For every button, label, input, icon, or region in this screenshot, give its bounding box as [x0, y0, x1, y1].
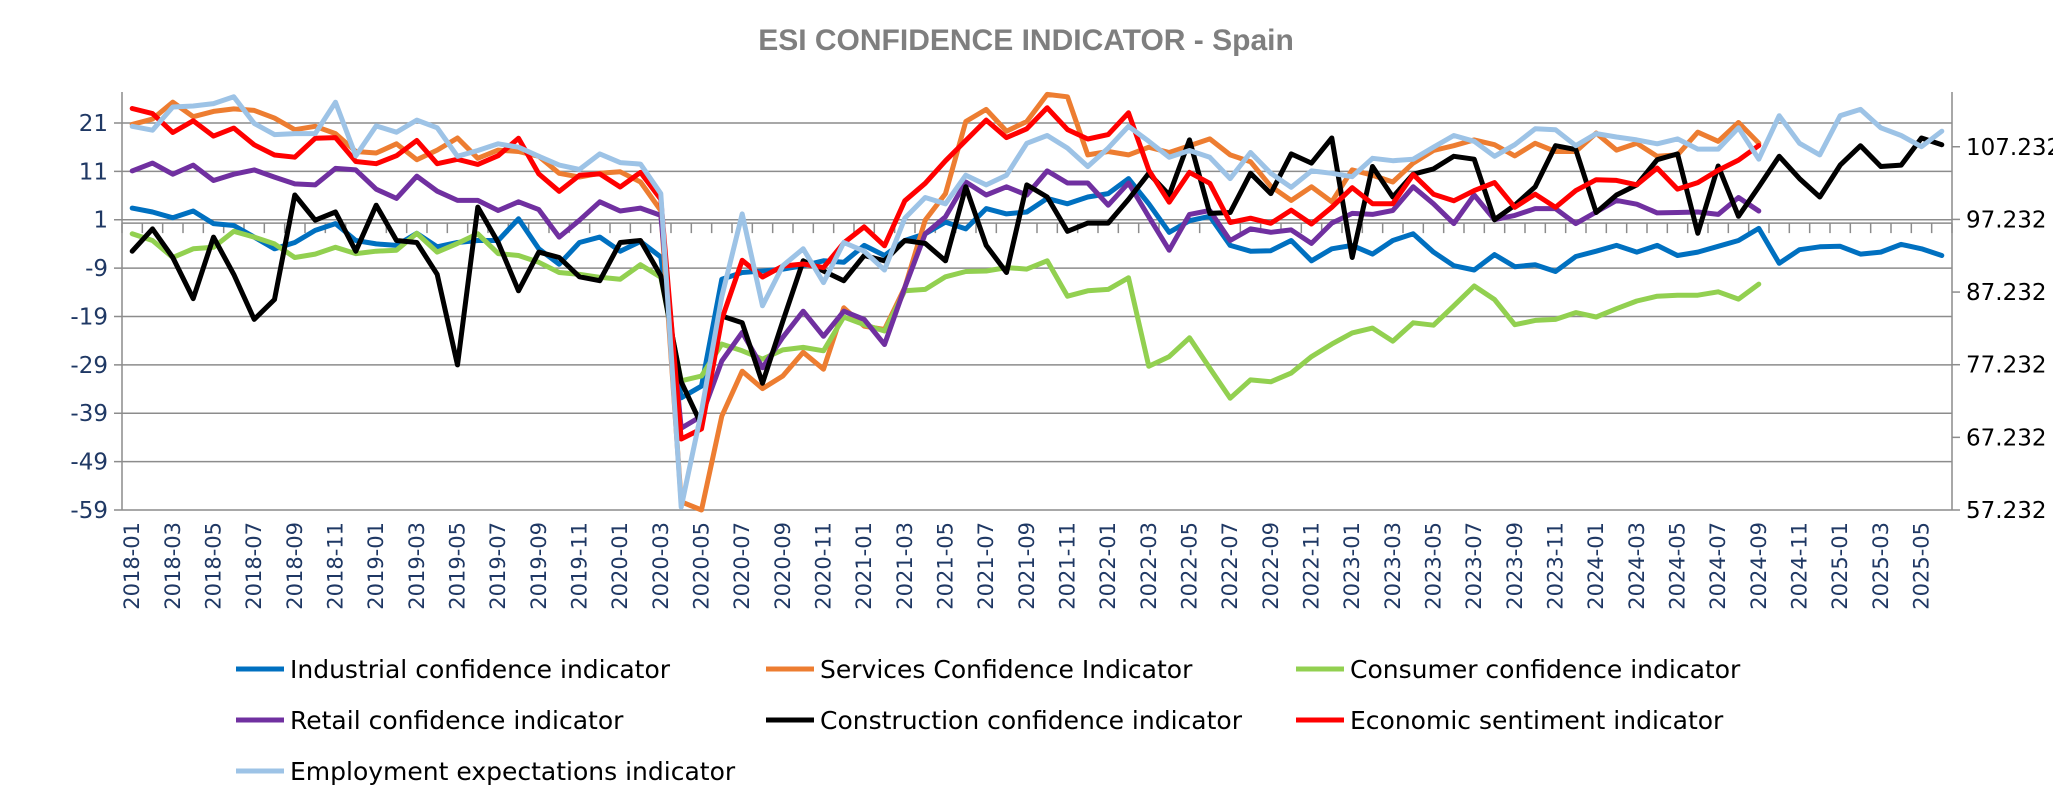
series-line-industrial-confidence-indicator — [129, 176, 1945, 401]
chart-title: ESI CONFIDENCE INDICATOR - Spain — [758, 24, 1294, 57]
x-tick-label: 2022-09 — [1259, 522, 1283, 610]
right-y-tick-label: 107.232 — [1966, 135, 2053, 161]
legend-label: Employment expectations indicator — [290, 757, 736, 786]
x-tick-label: 2022-07 — [1218, 522, 1242, 610]
right-y-tick-label: 67.232 — [1966, 425, 2046, 451]
x-tick-label: 2018-03 — [161, 522, 185, 610]
left-y-tick-label: -29 — [70, 353, 108, 379]
legend-label: Construction confidence indicator — [820, 706, 1243, 735]
x-tick-label: 2019-07 — [486, 522, 510, 610]
x-tick-label: 2018-07 — [242, 522, 266, 610]
x-tick-label: 2024-01 — [1584, 522, 1608, 610]
x-tick-label: 2018-05 — [202, 522, 226, 610]
legend-item-retail-confidence-indicator: Retail confidence indicator — [236, 706, 624, 735]
legend: Industrial confidence indicator Services … — [236, 655, 1741, 786]
x-tick-label: 2024-05 — [1666, 522, 1690, 610]
x-tick-label: 2021-03 — [893, 522, 917, 610]
legend-label: Retail confidence indicator — [290, 706, 624, 735]
x-tick-label: 2019-05 — [446, 522, 470, 610]
x-tick-label: 2024-03 — [1625, 522, 1649, 610]
x-tick-label: 2025-03 — [1869, 522, 1893, 610]
x-tick-label: 2023-05 — [1422, 522, 1446, 610]
x-tick-label: 2023-11 — [1544, 522, 1568, 610]
x-tick-label: 2023-03 — [1381, 522, 1405, 610]
left-y-tick-label: -19 — [70, 304, 108, 330]
x-tick-label: 2024-11 — [1788, 522, 1812, 610]
x-tick-label: 2020-01 — [608, 522, 632, 610]
left-y-tick-label: -9 — [85, 256, 108, 282]
x-tick-label: 2019-03 — [405, 522, 429, 610]
x-tick-label: 2019-01 — [364, 522, 388, 610]
x-tick-label: 2021-01 — [852, 522, 876, 610]
legend-label: Industrial confidence indicator — [290, 655, 671, 684]
x-tick-label: 2019-11 — [568, 522, 592, 610]
series-line-services-confidence-indicator — [129, 91, 1762, 513]
legend-label: Consumer confidence indicator — [1350, 655, 1741, 684]
x-tick-label: 2023-07 — [1462, 522, 1486, 610]
x-tick-label: 2021-09 — [1015, 522, 1039, 610]
x-tick-label: 2025-01 — [1828, 522, 1852, 610]
x-tick-label: 2020-11 — [812, 522, 836, 610]
right-y-tick-label: 87.232 — [1966, 280, 2046, 306]
legend-item-economic-sentiment-indicator: Economic sentiment indicator — [1296, 706, 1724, 735]
x-tick-label: 2018-01 — [120, 522, 144, 610]
legend-label: Economic sentiment indicator — [1350, 706, 1724, 735]
series-line-employment-expectations-indicator — [129, 94, 1945, 510]
x-tick-label: 2021-05 — [934, 522, 958, 610]
x-tick-label: 2022-01 — [1096, 522, 1120, 610]
right-y-tick-label: 77.232 — [1966, 353, 2046, 379]
x-tick-label: 2021-11 — [1056, 522, 1080, 610]
x-tick-label: 2019-09 — [527, 522, 551, 610]
x-tick-label: 2024-07 — [1706, 522, 1730, 610]
x-tick-label: 2018-09 — [283, 522, 307, 610]
right-y-tick-label: 97.232 — [1966, 207, 2046, 233]
left-y-tick-label: 11 — [79, 159, 108, 185]
legend-item-industrial-confidence-indicator: Industrial confidence indicator — [236, 655, 671, 684]
x-tick-label: 2020-07 — [730, 522, 754, 610]
x-tick-label: 2023-01 — [1340, 522, 1364, 610]
legend-item-services-confidence-indicator: Services Confidence Indicator — [766, 655, 1193, 684]
axes: -59-49-39-29-19-91112157.23267.23277.232… — [70, 92, 2053, 610]
legend-item-construction-confidence-indicator: Construction confidence indicator — [766, 706, 1243, 735]
left-y-tick-label: 21 — [79, 111, 108, 137]
legend-item-consumer-confidence-indicator: Consumer confidence indicator — [1296, 655, 1741, 684]
left-y-tick-label: 1 — [93, 208, 108, 234]
x-tick-label: 2022-05 — [1178, 522, 1202, 610]
left-y-tick-label: -49 — [70, 450, 108, 476]
left-y-tick-label: -39 — [70, 401, 108, 427]
x-tick-label: 2021-07 — [974, 522, 998, 610]
legend-label: Services Confidence Indicator — [820, 655, 1193, 684]
legend-item-employment-expectations-indicator: Employment expectations indicator — [236, 757, 736, 786]
gridlines — [114, 122, 1952, 511]
x-tick-label: 2020-03 — [649, 522, 673, 610]
x-tick-label: 2018-11 — [324, 522, 348, 610]
x-tick-label: 2020-05 — [690, 522, 714, 610]
x-tick-label: 2025-05 — [1910, 522, 1934, 610]
right-y-tick-label: 57.232 — [1966, 498, 2046, 524]
x-tick-label: 2022-11 — [1300, 522, 1324, 610]
series-lines — [129, 91, 1945, 513]
x-tick-label: 2023-09 — [1503, 522, 1527, 610]
x-tick-label: 2022-03 — [1137, 522, 1161, 610]
left-y-tick-label: -59 — [70, 498, 108, 524]
x-tick-label: 2024-09 — [1747, 522, 1771, 610]
x-tick-label: 2020-09 — [771, 522, 795, 610]
